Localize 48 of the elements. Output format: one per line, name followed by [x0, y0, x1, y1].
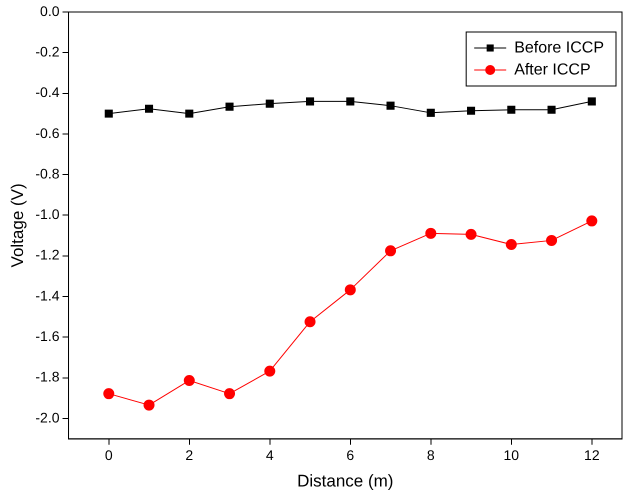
- point: [185, 110, 194, 118]
- y-tick-label: -1.8: [35, 368, 60, 385]
- x-tick-label: 8: [426, 447, 435, 464]
- x-axis-title: Distance (m): [297, 471, 394, 490]
- point: [266, 100, 274, 108]
- legend-label: Before ICCP: [514, 39, 604, 56]
- point: [548, 106, 556, 114]
- y-tick-label: -0.8: [35, 165, 60, 182]
- x-tick-label: 6: [346, 447, 354, 464]
- point: [346, 97, 354, 106]
- point: [103, 388, 114, 400]
- point: [426, 108, 435, 117]
- point: [546, 234, 558, 246]
- point: [386, 102, 395, 110]
- y-tick-label: -1.0: [35, 206, 60, 222]
- point: [306, 97, 314, 106]
- point: [466, 228, 477, 240]
- y-tick-label: -1.4: [35, 287, 60, 304]
- point: [264, 366, 276, 377]
- point: [184, 374, 195, 386]
- x-tick-label: 2: [185, 447, 194, 464]
- y-tick-label: -1.2: [35, 246, 60, 263]
- point: [144, 400, 155, 411]
- y-tick-label: -1.6: [35, 328, 60, 344]
- point: [425, 228, 436, 239]
- x-tick-label: 0: [104, 447, 113, 464]
- x-tick-label: 12: [584, 447, 600, 464]
- y-tick-label: -0.6: [35, 124, 60, 141]
- point: [467, 106, 476, 115]
- point: [224, 388, 236, 400]
- point: [507, 106, 516, 114]
- y-axis-title: Voltage (V): [8, 183, 27, 268]
- y-tick-label: -0.4: [35, 84, 60, 100]
- point: [385, 245, 396, 256]
- point: [586, 215, 598, 226]
- y-tick-label: -2.0: [35, 409, 60, 426]
- point: [588, 97, 596, 106]
- point: [104, 110, 113, 118]
- point: [304, 316, 316, 328]
- y-tick-label: 0.0: [40, 2, 60, 19]
- point: [344, 284, 356, 296]
- point: [144, 104, 154, 113]
- legend-label: After ICCP: [514, 61, 591, 78]
- y-tick-label: -0.2: [35, 44, 60, 60]
- point: [506, 239, 517, 250]
- point: [226, 102, 234, 111]
- x-tick-label: 4: [266, 447, 274, 464]
- x-tick-label: 10: [504, 447, 520, 464]
